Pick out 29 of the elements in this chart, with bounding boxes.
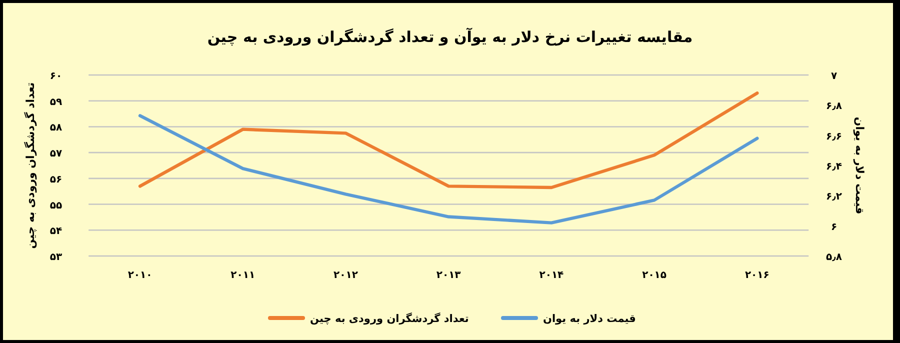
x-tick-label: ۲۰۱۵	[642, 270, 667, 281]
legend-label: قیمت دلار به یوان	[543, 313, 636, 325]
y2-tick-label: ۵٫۸	[826, 252, 842, 263]
y2-tick-label: ۷	[830, 71, 838, 82]
x-tick-label: ۲۰۱۱	[230, 270, 256, 281]
y2-tick-label: ۶	[830, 222, 838, 233]
y2-axis-title: قیمت دلار به یوان	[853, 116, 866, 214]
y-tick-label: ۵۸	[50, 122, 62, 134]
y-tick-label: ۵۵	[50, 200, 62, 212]
y2-tick-label: ۶٫۸	[826, 101, 842, 112]
y-tick-label: ۶۰	[50, 71, 62, 82]
y-axis-title: تعداد گردشگران ورودی به چین	[24, 82, 37, 249]
y-tick-label: ۵۷	[50, 148, 62, 160]
x-tick-label: ۲۰۱۲	[334, 270, 358, 281]
x-tick-label: ۲۰۱۴	[539, 270, 564, 281]
y2-tick-label: ۶٫۲	[826, 192, 842, 203]
y2-tick-label: ۶٫۴	[826, 162, 842, 172]
y-tick-label: ۵۶	[50, 174, 62, 186]
line-series	[138, 114, 759, 224]
y2-tick-label: ۶٫۶	[826, 131, 842, 142]
line-series	[138, 92, 759, 190]
legend-label: تعداد گردشگران ورودی به چین	[310, 312, 469, 325]
y-tick-label: ۵۳	[50, 252, 62, 263]
chart-title: مقایسه تغییرات نرخ دلار به یوآن و تعداد گردشگران ورودی به چین	[207, 27, 693, 46]
y-tick-label: ۵۴	[50, 226, 62, 238]
y-tick-label: ۵۹	[50, 96, 62, 108]
x-tick-label: ۲۰۱۶	[744, 270, 770, 281]
x-tick-label: ۲۰۱۳	[436, 270, 461, 281]
x-tick-label: ۲۰۱۰	[128, 270, 152, 281]
